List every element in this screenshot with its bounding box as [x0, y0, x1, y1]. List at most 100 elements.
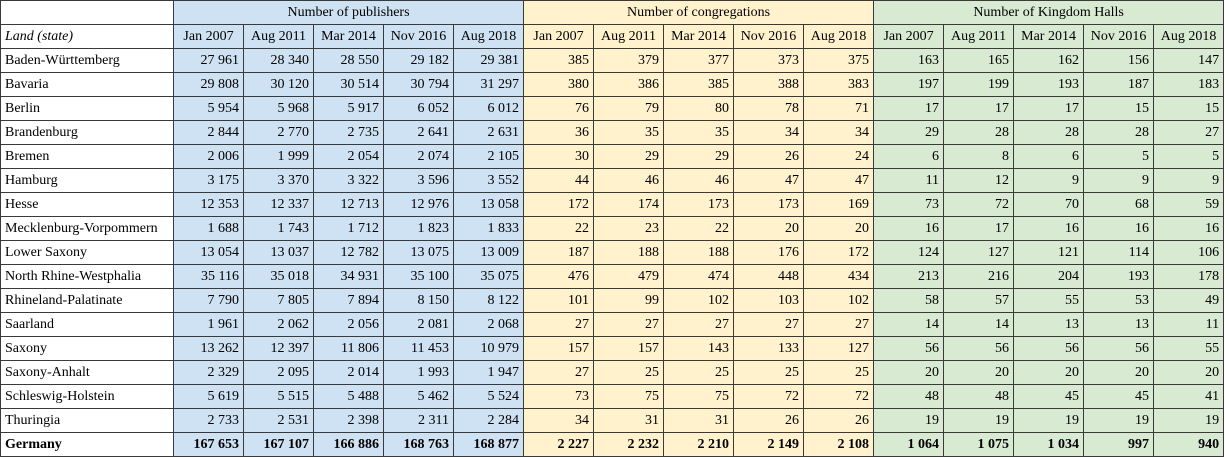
- value-cell: 75: [663, 384, 734, 409]
- value-cell: 3 370: [243, 168, 314, 193]
- period-header: Jan 2007: [523, 24, 594, 49]
- period-header: Aug 2018: [802, 24, 875, 49]
- value-cell: 448: [733, 264, 804, 289]
- value-cell: 380: [523, 72, 594, 97]
- value-cell: 30: [523, 144, 594, 169]
- value-cell: 11 806: [313, 336, 384, 361]
- group-header-row: Number of publishers Number of congregat…: [0, 0, 1225, 25]
- value-cell: 187: [523, 240, 594, 265]
- value-cell: 48: [873, 384, 945, 409]
- group-header-publishers: Number of publishers: [173, 0, 524, 25]
- value-cell: 49: [1153, 288, 1225, 313]
- value-cell: 2 062: [243, 312, 314, 337]
- value-cell: 172: [802, 240, 875, 265]
- value-cell: 379: [593, 48, 664, 73]
- value-cell: 19: [1013, 408, 1085, 433]
- value-cell: 3 596: [383, 168, 454, 193]
- value-cell: 385: [523, 48, 594, 73]
- value-cell: 15: [1083, 96, 1155, 121]
- value-cell: 121: [1013, 240, 1085, 265]
- value-cell: 385: [663, 72, 734, 97]
- value-cell: 75: [593, 384, 664, 409]
- value-cell: 72: [802, 384, 875, 409]
- value-cell: 30 120: [243, 72, 314, 97]
- value-cell: 14: [873, 312, 945, 337]
- value-cell: 35 075: [453, 264, 524, 289]
- value-cell: 35: [593, 120, 664, 145]
- value-cell: 20: [733, 216, 804, 241]
- value-cell: 2 631: [453, 120, 524, 145]
- value-cell: 103: [733, 288, 804, 313]
- value-cell: 114: [1083, 240, 1155, 265]
- value-cell: 78: [733, 96, 804, 121]
- value-cell: 193: [1013, 72, 1085, 97]
- value-cell: 58: [873, 288, 945, 313]
- value-cell: 20: [1013, 360, 1085, 385]
- land-name: Schleswig-Holstein: [0, 384, 174, 409]
- table-row: Saxony 13 262 12 397 11 806 11 453 10 979 157 1…: [0, 336, 1225, 361]
- value-cell: 17: [873, 96, 945, 121]
- value-cell: 26: [733, 408, 804, 433]
- land-name: Berlin: [0, 96, 174, 121]
- period-header: Aug 2018: [1153, 24, 1225, 49]
- value-cell: 30 794: [383, 72, 454, 97]
- value-cell: 13 009: [453, 240, 524, 265]
- value-cell: 1 833: [453, 216, 524, 241]
- value-cell: 1 743: [243, 216, 314, 241]
- value-cell: 2 056: [313, 312, 384, 337]
- value-cell: 9: [1013, 168, 1085, 193]
- land-name: Rhineland-Palatinate: [0, 288, 174, 313]
- period-header: Mar 2014: [313, 24, 384, 49]
- value-cell: 25: [733, 360, 804, 385]
- value-cell: 377: [663, 48, 734, 73]
- value-cell: 2 641: [383, 120, 454, 145]
- table-row: Brandenburg 2 844 2 770 2 735 2 641 2 631 36 35…: [0, 120, 1225, 145]
- value-cell: 3 322: [313, 168, 384, 193]
- land-name: Mecklenburg-Vorpommern: [0, 216, 174, 241]
- value-cell: 1 034: [1013, 432, 1085, 457]
- table-row: Saarland 1 961 2 062 2 056 2 081 2 068 27 27 27 2…: [0, 312, 1225, 337]
- value-cell: 2 014: [313, 360, 384, 385]
- period-header: Aug 2011: [243, 24, 314, 49]
- value-cell: 12 782: [313, 240, 384, 265]
- value-cell: 27 961: [173, 48, 244, 73]
- value-cell: 17: [1013, 96, 1085, 121]
- value-cell: 48: [943, 384, 1015, 409]
- value-cell: 41: [1153, 384, 1225, 409]
- value-cell: 11: [1153, 312, 1225, 337]
- value-cell: 178: [1153, 264, 1225, 289]
- land-name: Baden-Württemberg: [0, 48, 174, 73]
- value-cell: 34: [802, 120, 875, 145]
- table-row: Bremen 2 006 1 999 2 054 2 074 2 105 30 29 29 26 2…: [0, 144, 1225, 169]
- value-cell: 7 805: [243, 288, 314, 313]
- value-cell: 156: [1083, 48, 1155, 73]
- value-cell: 28 340: [243, 48, 314, 73]
- value-cell: 997: [1083, 432, 1155, 457]
- value-cell: 45: [1013, 384, 1085, 409]
- value-cell: 28: [1013, 120, 1085, 145]
- value-cell: 31: [663, 408, 734, 433]
- value-cell: 27: [523, 312, 594, 337]
- value-cell: 12 976: [383, 192, 454, 217]
- value-cell: 5 968: [243, 96, 314, 121]
- value-cell: 2 398: [313, 408, 384, 433]
- value-cell: 6: [873, 144, 945, 169]
- value-cell: 19: [1153, 408, 1225, 433]
- value-cell: 2 844: [173, 120, 244, 145]
- land-name: Thuringia: [0, 408, 174, 433]
- value-cell: 373: [733, 48, 804, 73]
- value-cell: 46: [663, 168, 734, 193]
- value-cell: 47: [802, 168, 875, 193]
- land-name: Saarland: [0, 312, 174, 337]
- value-cell: 216: [943, 264, 1015, 289]
- value-cell: 167 107: [243, 432, 314, 457]
- value-cell: 5 917: [313, 96, 384, 121]
- value-cell: 6: [1013, 144, 1085, 169]
- value-cell: 5 488: [313, 384, 384, 409]
- total-label: Germany: [0, 432, 174, 457]
- value-cell: 12 397: [243, 336, 314, 361]
- value-cell: 13 058: [453, 192, 524, 217]
- value-cell: 19: [943, 408, 1015, 433]
- value-cell: 29 381: [453, 48, 524, 73]
